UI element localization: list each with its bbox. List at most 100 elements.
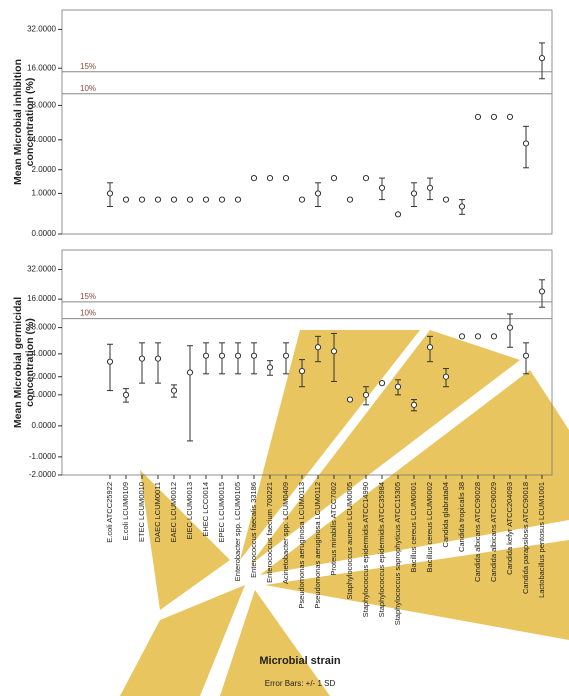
y-tick-label: 0.0000 (32, 229, 57, 238)
mean-marker (379, 381, 384, 386)
mean-marker (491, 334, 496, 339)
mean-marker (459, 334, 464, 339)
y-axis-title: concentration (%) (24, 318, 36, 407)
x-tick-label: Candida tropicalis 38 (457, 482, 466, 552)
mean-marker (331, 175, 336, 180)
mean-marker (139, 197, 144, 202)
x-tick-label: Enterococcus faecium 700221 (265, 482, 274, 583)
y-tick-label: 1.0000 (32, 189, 57, 198)
mean-marker (459, 204, 464, 209)
y-tick-label: 32.0000 (27, 25, 56, 34)
x-tick-label: Bacillus cereus LCUM0002 (425, 482, 434, 572)
x-tick-label: E.coli LCUM0109 (121, 482, 130, 540)
y-tick-label: 16.0000 (27, 294, 56, 303)
x-tick-label: E.coli ATCC25922 (105, 482, 114, 543)
mean-marker (219, 197, 224, 202)
x-axis-title: Microbial strain (259, 655, 341, 667)
y-tick-label: -1.0000 (29, 452, 57, 461)
x-tick-label: DAEC LCUM0011 (153, 482, 162, 542)
x-tick-label: Candida kefyr ATCC204093 (505, 482, 514, 575)
mean-marker (523, 141, 528, 146)
mean-marker (507, 325, 512, 330)
mean-marker (315, 345, 320, 350)
mean-marker (331, 349, 336, 354)
mean-marker (219, 353, 224, 358)
mean-marker (363, 175, 368, 180)
mean-marker (475, 334, 480, 339)
x-tick-label: Staphylococcus aureus LCUM0005 (345, 482, 354, 600)
mean-marker (427, 185, 432, 190)
mean-marker (347, 397, 352, 402)
x-tick-label: Lactobacillus pentosus LCUM1001 (537, 482, 546, 598)
reference-label: 10% (80, 309, 96, 318)
mean-marker (411, 191, 416, 196)
plot-frame (62, 10, 552, 234)
x-tick-label: Enterococcus faecalis 33186 (249, 482, 258, 578)
mean-marker (299, 369, 304, 374)
mean-marker (203, 197, 208, 202)
y-tick-label: 0.0000 (32, 421, 57, 430)
mean-marker (107, 359, 112, 364)
mean-marker (507, 114, 512, 119)
mean-marker (539, 56, 544, 61)
x-tick-label: Candida glabrata04 (441, 482, 450, 547)
mean-marker (411, 402, 416, 407)
x-tick-label: Candida parapsilosis ATCC90018 (521, 482, 530, 594)
mean-marker (155, 356, 160, 361)
mean-marker (523, 353, 528, 358)
mean-marker (187, 370, 192, 375)
mean-marker (107, 191, 112, 196)
mean-marker (299, 197, 304, 202)
mean-marker (283, 353, 288, 358)
mean-marker (283, 175, 288, 180)
mean-marker (267, 175, 272, 180)
mean-marker (267, 365, 272, 370)
mean-marker (139, 356, 144, 361)
y-axis-title: Mean Microbial germicidal (12, 297, 24, 428)
mean-marker (123, 392, 128, 397)
chart: Microbial strain Error Bars: +/- 1 SD 0.… (0, 0, 569, 696)
x-tick-label: Pseudomonas aeruginosa LCUM0113 (297, 482, 306, 609)
mean-marker (443, 374, 448, 379)
mean-marker (171, 388, 176, 393)
reference-label: 15% (80, 292, 96, 301)
x-tick-label: Acinetobacter spp. LCUM0409 (281, 482, 290, 584)
y-axis-title: Mean Microbial inhibition (12, 59, 24, 185)
mean-marker (235, 197, 240, 202)
mean-marker (427, 345, 432, 350)
reference-label: 15% (80, 62, 96, 71)
x-tick-label: EPEC LCUM0015 (217, 482, 226, 542)
mean-marker (123, 197, 128, 202)
mean-marker (443, 197, 448, 202)
mean-marker (251, 175, 256, 180)
x-tick-label: Staphylococcus epidermidis ATCC14990 (361, 482, 370, 617)
y-tick-label: -2.0000 (29, 470, 57, 479)
x-tick-label: Enterobacter spp. LCUM0105 (233, 482, 242, 581)
y-tick-label: 16.0000 (27, 63, 56, 72)
mean-marker (347, 197, 352, 202)
mean-marker (395, 212, 400, 217)
mean-marker (251, 353, 256, 358)
x-tick-label: Staphylococcus saprophyticus ATCC15305 (393, 482, 402, 625)
mean-marker (171, 197, 176, 202)
x-tick-label: Pseudomonas aeruginosa LCUM0112 (313, 482, 322, 609)
x-tick-label: Proteus mirabilis ATCC7002 (329, 482, 338, 576)
x-tick-label: EHEC LCC0014 (201, 482, 210, 537)
mean-marker (315, 191, 320, 196)
x-tick-label: ETEC LCUM0010 (137, 482, 146, 542)
mean-marker (155, 197, 160, 202)
x-tick-label: Candida albicans ATCC90028 (473, 482, 482, 582)
x-tick-label: EAEC LCUM0012 (169, 482, 178, 542)
mean-marker (187, 197, 192, 202)
note: Error Bars: +/- 1 SD (265, 679, 336, 688)
y-axis-title: concentration (%) (24, 78, 36, 167)
mean-marker (235, 353, 240, 358)
x-tick-label: EIEC LCUM0013 (185, 482, 194, 540)
y-tick-label: 32.0000 (27, 265, 56, 274)
reference-label: 10% (80, 84, 96, 93)
x-tick-label: Staphylococcus epidermidis ATCC35984 (377, 482, 386, 617)
mean-marker (203, 353, 208, 358)
mean-marker (475, 114, 480, 119)
mean-marker (379, 185, 384, 190)
x-tick-label: Bacillus cereus LCUM0001 (409, 482, 418, 572)
